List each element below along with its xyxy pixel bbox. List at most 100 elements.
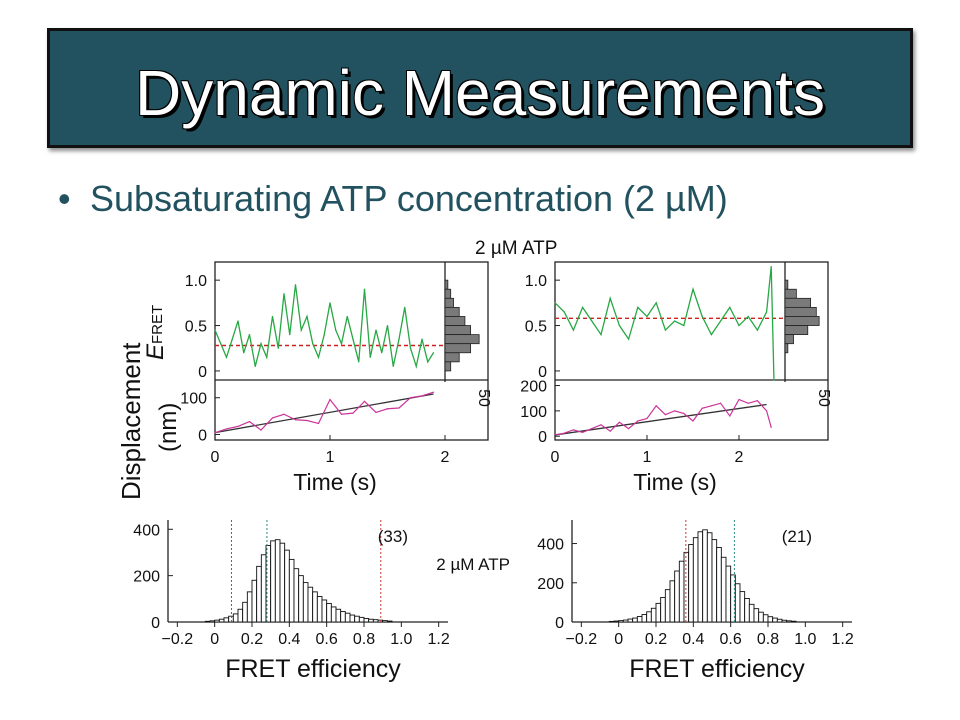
displacement-point [294,419,297,421]
fret-point [346,315,348,318]
fret-point [260,343,262,345]
fret-point [381,352,383,354]
side-histogram-bar [444,334,480,345]
displacement-point [582,431,584,433]
fret-tick-label: 0 [538,364,547,381]
histogram-bar [678,560,685,623]
fret-point [231,338,233,340]
time-tick-label: 2 [735,449,744,466]
histogram-bar [767,616,774,623]
fret-point [248,334,251,336]
displacement-point [306,419,308,422]
fret-point [664,329,667,331]
histogram-bar [214,619,220,623]
hist-x-tick-label: 0.4 [682,631,704,648]
histogram-bar [330,606,337,623]
histogram-bar [382,620,388,623]
displacement-point [701,407,703,409]
displacement-point [720,402,722,404]
fret-point [277,347,279,349]
fret-point [214,329,216,331]
hist-x-tick-label: −0.2 [566,631,598,648]
histogram-bar [716,547,722,623]
fret-point [294,284,297,286]
trace-panel-left: 1.0 0.5 0 50 0 100 0 1 2 Time (s) [180,261,492,495]
fret-point [225,356,228,358]
displacement-point [609,430,611,432]
time-tick-label: 2 [441,449,450,466]
fret-point [386,324,389,327]
fret-point [323,334,325,336]
displacement-point [432,391,435,393]
displacement-point [563,432,565,434]
fret-point [563,311,565,313]
histogram-bar [284,549,290,623]
time-tick-label: 0 [551,449,560,466]
displacement-point [628,428,630,430]
histogram-bar [223,617,230,623]
histogram-bar [349,614,356,623]
histogram-bar [312,591,318,623]
displacement-point [692,420,694,422]
fret-point [283,293,285,295]
fret-point [427,361,429,363]
fret-point [352,338,354,340]
histogram-bar [739,591,746,623]
fret-point [329,302,331,304]
side-histogram-bar [444,361,452,372]
histogram-bar [706,532,713,623]
fret-trace [214,284,435,369]
fret-tick-label: 0.5 [525,319,547,336]
hist-y-tick-label: 0 [151,615,160,632]
fret-point [674,320,676,322]
displacement-point [655,405,657,407]
fret-point [720,320,722,322]
fret-point [243,352,245,354]
histogram-bar [725,565,732,623]
displacement-point [398,407,400,409]
hist-y-tick-label: 400 [537,537,564,554]
histogram-bar [702,529,708,623]
fret-tick-label: 1.0 [525,273,547,290]
fret-point [554,302,556,304]
histogram-bar [688,544,694,623]
time-tick-label: 1 [643,449,652,466]
histogram-bar [664,589,671,623]
histogram-bar [232,613,239,623]
hist-x-tick-label: 1.0 [390,631,412,648]
fret-point [729,306,731,308]
histogram-bar [386,620,393,623]
hist-y-tick-label: 200 [133,569,160,586]
hist-x-tick-label: 0.8 [757,631,779,648]
displacement-point [770,426,772,428]
displacement-point [352,412,354,414]
histogram-bar [636,616,643,623]
fret-point [375,329,377,331]
time-axis-title: Time (s) [633,469,716,495]
displacement-point [738,398,740,401]
displacement-point [248,421,251,423]
hist-y-tick-label: 400 [133,522,160,539]
fret-point [432,352,435,354]
fret-point [572,329,575,331]
fret-point [404,306,406,308]
displacement-point [363,400,366,402]
histogram-bar [790,620,797,623]
histogram-bar [776,618,783,623]
histogram-bar [242,601,248,623]
histogram-bar [218,618,225,623]
displacement-point [591,428,593,430]
displacement-point [766,410,768,412]
histogram-bar [246,591,253,623]
displacement-axis-label: Displacement [116,342,146,500]
histogram-bar [288,558,295,623]
displacement-point [271,417,274,419]
hist-x-tick-label: 0.8 [353,631,375,648]
histogram-bar [632,617,638,623]
histogram-bar [762,614,769,623]
displacement-point [646,417,648,420]
histogram-bar [335,608,342,623]
